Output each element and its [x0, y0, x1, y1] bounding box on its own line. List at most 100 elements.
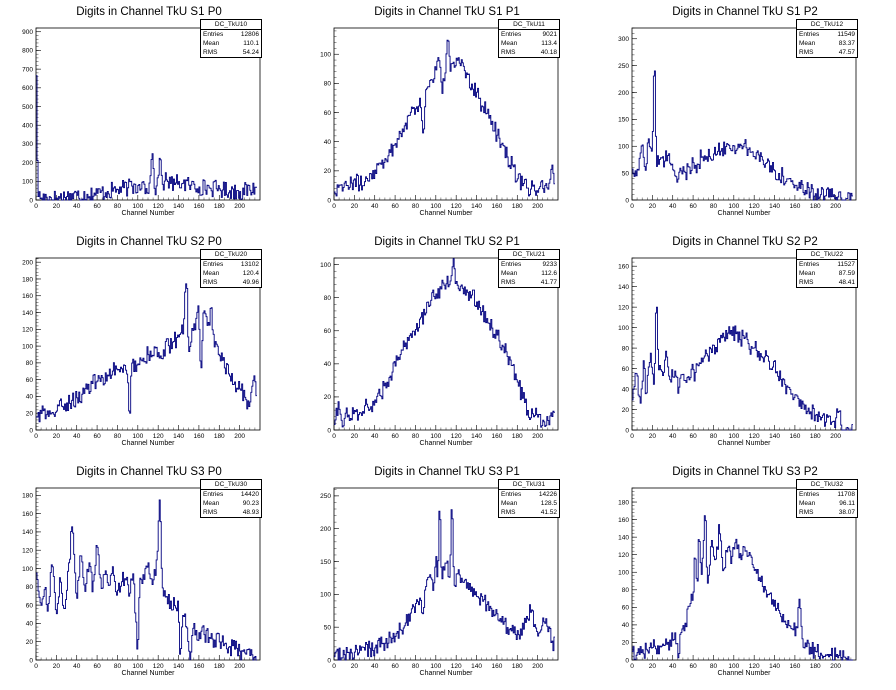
x-tick-label: 80: [412, 203, 420, 210]
stats-value: 47.57: [838, 49, 855, 56]
histogram-plot: 0 20 40 60 80 100 120 140 160 180 200 0 20 40 60 80 100 1…: [618, 487, 857, 670]
stats-value: 38.07: [838, 509, 855, 516]
x-tick-label: 60: [391, 203, 399, 210]
stats-value: 9233: [542, 261, 557, 268]
stats-label: RMS: [501, 279, 516, 286]
y-tick-label: 40: [26, 621, 34, 628]
x-tick-label: 0: [34, 663, 38, 670]
stats-label: RMS: [501, 509, 516, 516]
stats-value: 11527: [837, 261, 855, 268]
y-tick-label: 250: [618, 63, 629, 70]
y-tick-label: 200: [320, 526, 331, 533]
y-tick-label: 80: [622, 587, 630, 594]
x-tick-label: 100: [728, 663, 739, 670]
stats-row: RMS 47.57: [797, 48, 857, 57]
stats-row: Mean 112.6: [499, 269, 559, 278]
y-tick-label: 700: [22, 66, 33, 73]
histogram-panel: Digits in Channel TkU S3 P0 0 20 40 60 80 100 1…: [0, 460, 298, 690]
stats-box: DC_TkU10 Entries 12806 Mean 110.1 RMS 54.24: [200, 19, 262, 58]
x-tick-label: 140: [173, 433, 184, 440]
stats-row: Mean 110.1: [201, 39, 261, 48]
y-tick-label: 100: [618, 325, 629, 332]
x-tick-label: 0: [34, 433, 38, 440]
y-tick-label: 140: [618, 534, 629, 541]
y-tick-label: 20: [26, 639, 34, 646]
y-tick-label: 60: [622, 366, 630, 373]
x-axis-label: Channel Number: [717, 210, 771, 217]
y-tick-label: 0: [29, 197, 33, 204]
x-tick-label: 20: [649, 203, 657, 210]
stats-row: Entries 12806: [201, 30, 261, 39]
stats-label: Mean: [203, 40, 220, 47]
x-tick-label: 20: [351, 433, 359, 440]
stats-label: Entries: [203, 31, 224, 38]
stats-label: Mean: [501, 40, 518, 47]
x-tick-label: 60: [93, 433, 101, 440]
histogram-series: [36, 499, 257, 661]
y-tick-label: 120: [618, 304, 629, 311]
x-tick-label: 40: [669, 663, 677, 670]
x-tick-label: 20: [649, 663, 657, 670]
y-tick-label: 100: [22, 179, 33, 186]
stats-label: Entries: [799, 491, 820, 498]
histogram-panel: Digits in Channel TkU S1 P0 0 20 40 60 80 100 1…: [0, 0, 298, 230]
stats-box: DC_TkU22 Entries 11527 Mean 87.59 RMS 48.41: [796, 249, 858, 288]
y-tick-label: 140: [22, 310, 33, 317]
histogram-plot: 0 20 40 60 80 100 120 140 160 180 200 0 50 100 150 200 2…: [320, 487, 559, 670]
x-tick-label: 60: [689, 663, 697, 670]
histogram-series: [334, 258, 555, 428]
x-tick-label: 80: [710, 663, 718, 670]
y-tick-label: 0: [625, 427, 629, 434]
x-tick-label: 200: [830, 203, 841, 210]
stats-row: Entries 11527: [797, 260, 857, 269]
x-tick-label: 160: [193, 663, 204, 670]
histogram-plot: 0 20 40 60 80 100 120 140 160 180 200 0 50 100 150 200 2…: [618, 27, 857, 210]
x-tick-label: 180: [214, 663, 225, 670]
x-tick-label: 200: [532, 203, 543, 210]
x-tick-label: 0: [630, 663, 634, 670]
y-tick-label: 40: [324, 361, 332, 368]
stats-row: Entries 14420: [201, 490, 261, 499]
histogram-panel: Digits in Channel TkU S2 P2 0 20 40 60 80 100 1…: [596, 230, 894, 460]
x-tick-label: 160: [193, 203, 204, 210]
x-tick-label: 100: [430, 663, 441, 670]
x-tick-label: 180: [214, 203, 225, 210]
x-tick-label: 160: [789, 203, 800, 210]
stats-value: 113.4: [541, 40, 557, 47]
x-tick-label: 140: [173, 663, 184, 670]
y-tick-label: 160: [22, 293, 33, 300]
histogram-plot: 0 20 40 60 80 100 120 140 160 180 200 0 100 200 300 400…: [22, 27, 261, 210]
x-tick-label: 140: [471, 433, 482, 440]
y-tick-label: 500: [22, 104, 33, 111]
stats-box: DC_TkU30 Entries 14420 Mean 90.23 RMS 48.93: [200, 479, 262, 518]
y-tick-label: 150: [618, 117, 629, 124]
y-tick-label: 800: [22, 48, 33, 55]
stats-row: Mean 128.5: [499, 499, 559, 508]
y-tick-label: 100: [320, 262, 331, 269]
stats-label: Mean: [203, 270, 220, 277]
x-tick-label: 160: [789, 433, 800, 440]
stats-value: 112.6: [541, 270, 557, 277]
y-tick-label: 20: [26, 411, 34, 418]
y-tick-label: 160: [618, 263, 629, 270]
x-tick-label: 180: [810, 663, 821, 670]
stats-value: 13102: [240, 261, 259, 268]
x-axis-label: Channel Number: [717, 440, 771, 447]
y-tick-label: 600: [22, 85, 33, 92]
histogram-series: [632, 70, 853, 201]
x-tick-label: 20: [53, 203, 61, 210]
y-tick-label: 180: [618, 499, 629, 506]
stats-value: 83.37: [838, 40, 855, 47]
stats-value: 110.1: [243, 40, 259, 47]
chart-title: Digits in Channel TkU S2 P1: [374, 236, 520, 248]
x-tick-label: 180: [810, 203, 821, 210]
stats-row: Entries 9021: [499, 30, 559, 39]
y-tick-label: 20: [324, 394, 332, 401]
chart-title: Digits in Channel TkU S2 P0: [76, 236, 222, 248]
x-tick-label: 60: [689, 433, 697, 440]
x-tick-label: 120: [749, 203, 760, 210]
x-tick-label: 120: [451, 203, 462, 210]
y-tick-label: 60: [26, 602, 34, 609]
x-tick-label: 180: [512, 433, 523, 440]
